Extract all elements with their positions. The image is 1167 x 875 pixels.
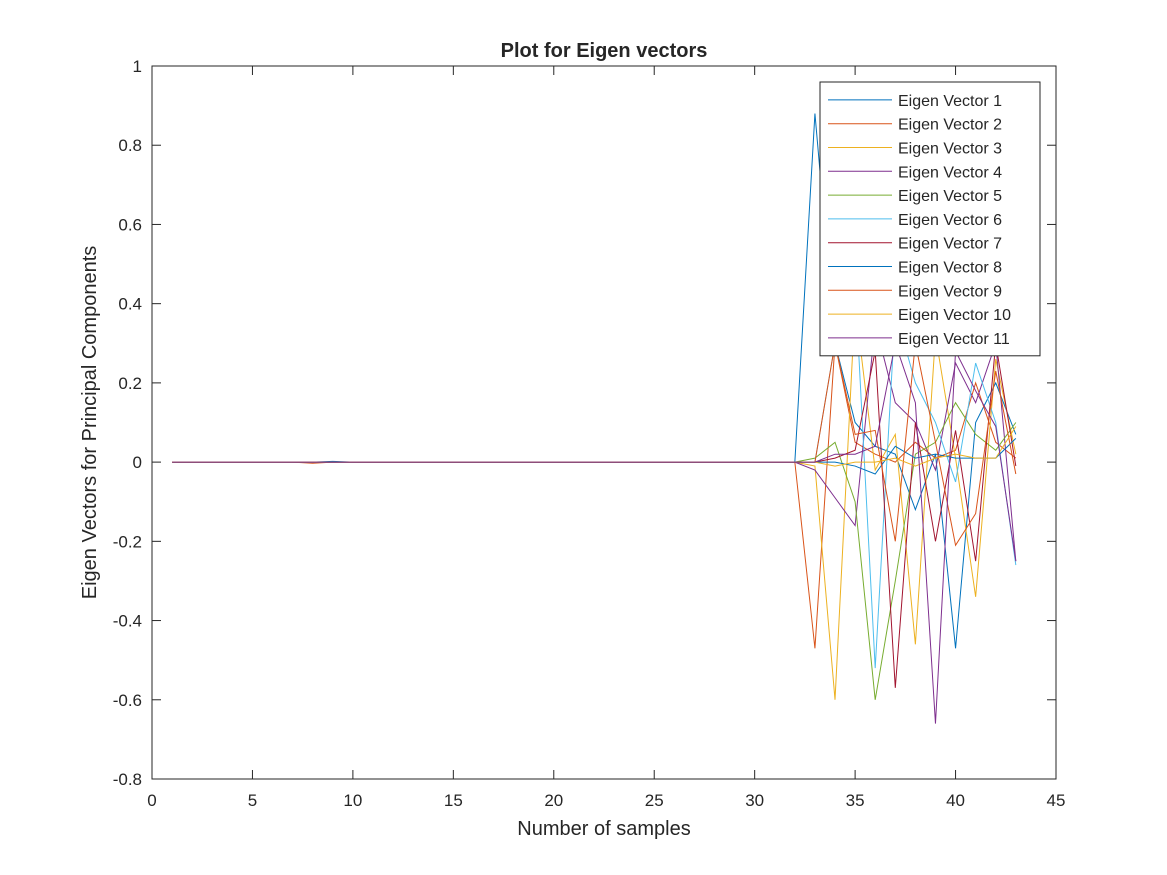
x-tick-label: 15	[444, 791, 463, 810]
legend-items: Eigen Vector 1 Eigen Vector 2 Eigen Vector…	[828, 93, 1011, 348]
y-tick-label: 0.4	[118, 295, 142, 314]
y-tick-label: 0	[133, 453, 142, 472]
legend-label-10: Eigen Vector 10	[898, 307, 1011, 324]
y-tick-label: 0.6	[118, 215, 142, 234]
chart-title: Plot for Eigen vectors	[501, 40, 708, 62]
x-ticks: 0 5 10 15 20 25 30 35 40 45	[147, 66, 1065, 810]
x-axis-label: Number of samples	[517, 818, 690, 840]
x-tick-label: 35	[846, 791, 865, 810]
y-ticks: -0.8 -0.6 -0.4 -0.2 0 0.2 0.4 0.6 0.8 1	[113, 57, 1056, 789]
x-tick-label: 25	[645, 791, 664, 810]
legend-label-7: Eigen Vector 7	[898, 236, 1002, 253]
legend-label-4: Eigen Vector 4	[898, 164, 1002, 181]
y-tick-label: 0.8	[118, 136, 142, 155]
series-line-11	[172, 341, 1017, 724]
y-tick-label: -0.2	[113, 532, 142, 551]
legend: Eigen Vector 1 Eigen Vector 2 Eigen Vector…	[819, 81, 1041, 357]
x-tick-label: 0	[147, 791, 156, 810]
axes-layer	[151, 65, 1057, 780]
y-tick-label: 0.2	[118, 374, 142, 393]
legend-label-1: Eigen Vector 1	[898, 93, 1002, 110]
axes-box	[151, 65, 1057, 780]
legend-label-6: Eigen Vector 6	[898, 212, 1002, 229]
legend-label-8: Eigen Vector 8	[898, 260, 1002, 277]
legend-label-3: Eigen Vector 3	[898, 141, 1002, 158]
legend-label-11: Eigen Vector 11	[898, 331, 1010, 348]
y-tick-label: 1	[133, 57, 142, 76]
x-tick-label: 40	[946, 791, 965, 810]
x-tick-label: 5	[248, 791, 257, 810]
y-tick-label: -0.4	[113, 612, 142, 631]
x-tick-label: 20	[544, 791, 563, 810]
legend-label-2: Eigen Vector 2	[898, 117, 1002, 134]
y-tick-label: -0.8	[113, 770, 142, 789]
x-tick-label: 10	[343, 791, 362, 810]
x-tick-label: 45	[1047, 791, 1066, 810]
legend-label-9: Eigen Vector 9	[898, 283, 1002, 300]
legend-label-5: Eigen Vector 5	[898, 188, 1002, 205]
x-tick-label: 30	[745, 791, 764, 810]
y-axis-label: Eigen Vectors for Principal Components	[79, 246, 101, 600]
y-tick-label: -0.6	[113, 691, 142, 710]
